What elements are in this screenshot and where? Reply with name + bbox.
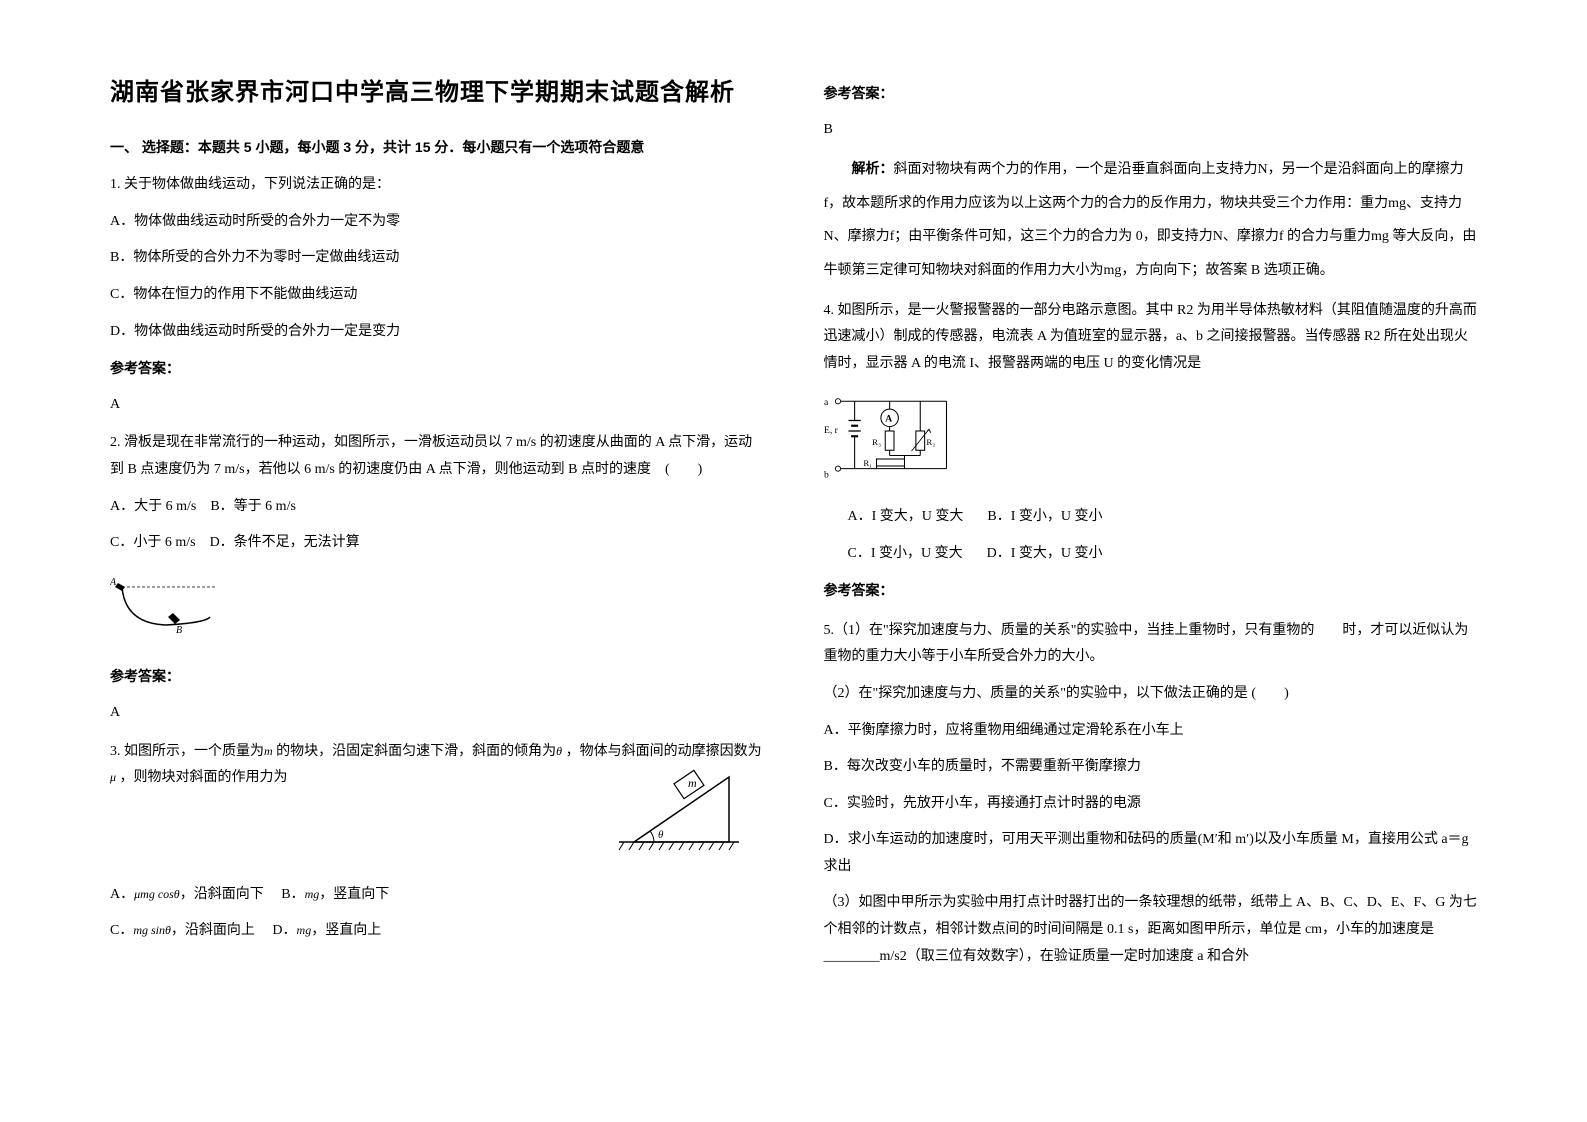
- q3d-f: mg: [297, 923, 312, 937]
- q4-option-c: C．I 变小，U 变大: [848, 541, 963, 568]
- q3-option-ab: A．μmg cosθ，沿斜面向下 B．mg，竖直向下: [110, 882, 764, 909]
- q3-explain-text: 斜面对物块有两个力的作用，一个是沿垂直斜面向上支持力N，另一个是沿斜面向上的摩擦…: [824, 162, 1477, 278]
- q5-p1: 5.（1）在"探究加速度与力、质量的关系"的实验中，当挂上重物时，只有重物的 时…: [824, 618, 1478, 671]
- svg-text:θ: θ: [658, 829, 664, 841]
- q2-answer: A: [110, 700, 764, 727]
- var-mu: μ: [110, 770, 116, 784]
- q3-explanation: 解析：斜面对物块有两个力的作用，一个是沿垂直斜面向上支持力N，另一个是沿斜面向上…: [824, 153, 1478, 287]
- q3-explain-label: 解析：: [852, 162, 894, 177]
- q1-option-a: A．物体做曲线运动时所受的合外力一定不为零: [110, 209, 764, 236]
- q3a-pre: A．: [110, 887, 134, 902]
- q5-option-d: D．求小车运动的加速度时，可用天平测出重物和砝码的质量(M′和 m′)以及小车质…: [824, 827, 1478, 880]
- q3b-f: mg: [305, 887, 320, 901]
- q5-option-a: A．平衡摩擦力时，应将重物用细绳通过定滑轮系在小车上: [824, 718, 1478, 745]
- q2-option-ab: A．大于 6 m/s B．等于 6 m/s: [110, 494, 764, 521]
- q1-stem: 1. 关于物体做曲线运动，下列说法正确的是：: [110, 172, 764, 199]
- q2-answer-label: 参考答案：: [110, 665, 764, 692]
- curve-figure: A B: [110, 575, 220, 635]
- q5-option-c: C．实验时，先放开小车，再接通打点计时器的电源: [824, 791, 1478, 818]
- svg-text:E, r: E, r: [824, 425, 839, 436]
- q3-answer-label: 参考答案：: [824, 82, 1478, 109]
- q5-option-b: B．每次改变小车的质量时，不需要重新平衡摩擦力: [824, 754, 1478, 781]
- svg-text:m: m: [688, 776, 697, 790]
- q3b-post: ，竖直向下: [319, 887, 389, 902]
- q3b-pre: B．: [281, 887, 304, 902]
- q4-option-d: D．I 变大，U 变小: [987, 541, 1103, 568]
- svg-text:B: B: [176, 625, 182, 635]
- svg-text:A: A: [110, 577, 117, 588]
- q3-answer: B: [824, 117, 1478, 144]
- q1-option-b: B．物体所受的合外力不为零时一定做曲线运动: [110, 245, 764, 272]
- question-4: 4. 如图所示，是一火警报警器的一部分电路示意图。其中 R2 为用半导体热敏材料…: [824, 298, 1478, 606]
- q3-stem-mid1: 的物块，沿固定斜面匀速下滑，斜面的倾角为: [276, 744, 556, 759]
- incline-figure: m θ: [614, 762, 744, 852]
- q4-options-row2: C．I 变小，U 变大 D．I 变大，U 变小: [848, 541, 1478, 568]
- q3c-pre: C．: [110, 923, 133, 938]
- q5-p3: （3）如图中甲所示为实验中用打点计时器打出的一条较理想的纸带，纸带上 A、B、C…: [824, 890, 1478, 970]
- q4-stem: 4. 如图所示，是一火警报警器的一部分电路示意图。其中 R2 为用半导体热敏材料…: [824, 298, 1478, 378]
- q3-stem-mid2: ，物体与斜面间的动摩擦因数为: [566, 744, 762, 759]
- q1-answer-label: 参考答案：: [110, 357, 764, 384]
- q1-option-c: C．物体在恒力的作用下不能做曲线运动: [110, 282, 764, 309]
- q3d-post: ，竖直向上: [311, 923, 381, 938]
- var-theta: θ: [556, 744, 562, 758]
- q3-option-cd: C．mg sinθ，沿斜面向上 D．mg，竖直向上: [110, 918, 764, 945]
- page-title: 湖南省张家界市河口中学高三物理下学期期末试题含解析: [110, 70, 764, 116]
- section-header: 一、 选择题：本题共 5 小题，每小题 3 分，共计 15 分．每小题只有一个选…: [110, 134, 764, 161]
- q3c-f: mg sinθ: [133, 923, 171, 937]
- q1-option-d: D．物体做曲线运动时所受的合外力一定是变力: [110, 319, 764, 346]
- svg-text:a: a: [824, 397, 829, 408]
- q5-p2: （2）在"探究加速度与力、质量的关系"的实验中，以下做法正确的是 ( ): [824, 681, 1478, 708]
- question-5: 5.（1）在"探究加速度与力、质量的关系"的实验中，当挂上重物时，只有重物的 时…: [824, 618, 1478, 971]
- svg-text:b: b: [824, 470, 829, 481]
- question-1: 1. 关于物体做曲线运动，下列说法正确的是： A．物体做曲线运动时所受的合外力一…: [110, 172, 764, 418]
- q4-answer-label: 参考答案：: [824, 579, 1478, 606]
- q3d-pre: D．: [272, 923, 296, 938]
- q4-option-b: B．I 变小，U 变小: [987, 504, 1102, 531]
- q3-stem-post: ，则物块对斜面的作用力为: [120, 770, 288, 785]
- circuit-figure: a b E, r A R₃: [824, 393, 964, 483]
- var-m: m: [264, 744, 273, 758]
- q3c-post: ，沿斜面向上: [171, 923, 255, 938]
- svg-text:R₁: R₁: [863, 458, 872, 468]
- q2-stem: 2. 滑板是现在非常流行的一种运动，如图所示，一滑板运动员以 7 m/s 的初速…: [110, 430, 764, 483]
- svg-text:R₂: R₂: [926, 437, 935, 447]
- q4-options-row1: A．I 变大，U 变大 B．I 变小，U 变小: [848, 504, 1478, 531]
- question-3: 3. 如图所示，一个质量为m 的物块，沿固定斜面匀速下滑，斜面的倾角为θ ，物体…: [110, 739, 764, 945]
- q3-stem-pre: 3. 如图所示，一个质量为: [110, 744, 264, 759]
- svg-text:A: A: [885, 414, 892, 425]
- question-2: 2. 滑板是现在非常流行的一种运动，如图所示，一滑板运动员以 7 m/s 的初速…: [110, 430, 764, 726]
- q4-option-a: A．I 变大，U 变大: [848, 504, 964, 531]
- q1-answer: A: [110, 392, 764, 419]
- q2-option-cd: C．小于 6 m/s D．条件不足，无法计算: [110, 530, 764, 557]
- q3a-post: ，沿斜面向下: [180, 887, 264, 902]
- svg-text:R₃: R₃: [872, 437, 881, 447]
- q3a-f: μmg cosθ: [134, 887, 180, 901]
